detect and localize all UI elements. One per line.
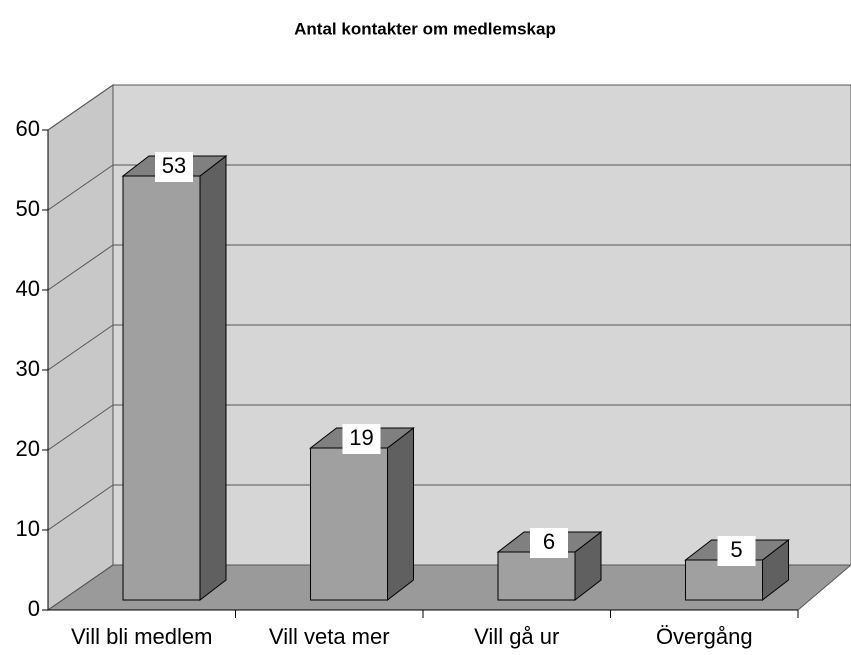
x-tick-label: Vill bli medlem (71, 624, 212, 649)
bar (684, 538, 790, 602)
x-tick-label: Övergång (656, 624, 753, 649)
bar-front (497, 551, 576, 601)
value-label: 19 (349, 425, 373, 450)
y-tick-label: 30 (16, 356, 40, 381)
x-tick-label: Vill gå ur (474, 624, 559, 649)
grid-line (47, 324, 114, 371)
value-label-box (717, 536, 756, 566)
bar-side (387, 426, 414, 602)
value-label: 5 (730, 537, 742, 562)
grid-line (47, 244, 114, 291)
y-tick-label: 20 (16, 436, 40, 461)
grid-line (47, 564, 114, 611)
bar-front (310, 447, 388, 601)
value-label-box (155, 152, 193, 182)
chart-title: Antal kontakter om medlemskap (294, 19, 556, 38)
y-tick-label: 50 (16, 196, 40, 221)
bar (121, 154, 228, 602)
bar-front (122, 175, 201, 601)
grid-line (47, 84, 114, 131)
bar (309, 426, 415, 602)
y-tick-label: 40 (16, 276, 40, 301)
y-tick-label: 10 (16, 516, 40, 541)
value-label-box (530, 528, 568, 558)
value-label: 53 (162, 153, 186, 178)
value-label: 6 (543, 529, 555, 554)
y-tick-label: 0 (28, 596, 40, 621)
grid-line (47, 164, 114, 211)
bar-side (199, 154, 227, 602)
grid-line (47, 404, 114, 451)
grid-line (47, 484, 114, 531)
y-tick-label: 60 (16, 116, 40, 141)
x-tick-label: Vill veta mer (269, 624, 390, 649)
value-label-box (342, 424, 381, 454)
